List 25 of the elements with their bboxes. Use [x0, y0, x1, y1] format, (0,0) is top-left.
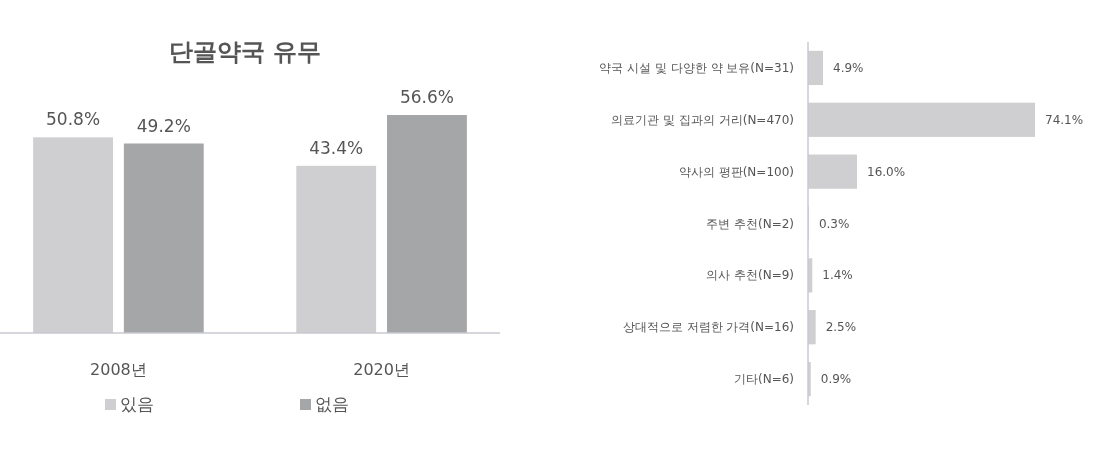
data-label: 1.4%: [822, 268, 853, 283]
y-tick-label: 의료기관 및 집과의 거리(N=470): [611, 112, 794, 127]
bar: [387, 115, 467, 333]
x-tick-label: 2020년: [353, 360, 410, 379]
x-tick-label: 2008년: [90, 360, 147, 379]
data-label: 0.9%: [820, 372, 852, 387]
data-label: 4.9%: [833, 60, 864, 75]
y-tick-label: 약사의 평판(N=100): [678, 164, 794, 179]
y-tick-label: 상대적으로 저렴한 가격(N=16): [622, 320, 794, 335]
data-label: 16.0%: [867, 164, 906, 179]
legend-label: 있음: [120, 394, 154, 414]
data-label: 43.4%: [309, 137, 364, 158]
data-label: 0.3%: [818, 216, 850, 231]
chart-title: 단골약국 유무: [168, 38, 322, 66]
y-tick-label: 약국 시설 및 다양한 약 보유(N=31): [599, 60, 794, 75]
data-label: 2.5%: [825, 320, 857, 335]
data-label: 74.1%: [1045, 112, 1084, 127]
data-label: 49.2%: [136, 115, 191, 136]
data-label: 50.8%: [46, 109, 101, 130]
bar: [123, 143, 204, 333]
legend-label: 없음: [315, 394, 349, 414]
y-tick-label: 기타(N=6): [733, 372, 794, 387]
data-label: 56.6%: [399, 87, 454, 107]
y-tick-label: 주변 추천(N=2): [706, 216, 794, 231]
y-tick-label: 의사 추천(N=9): [706, 268, 794, 283]
